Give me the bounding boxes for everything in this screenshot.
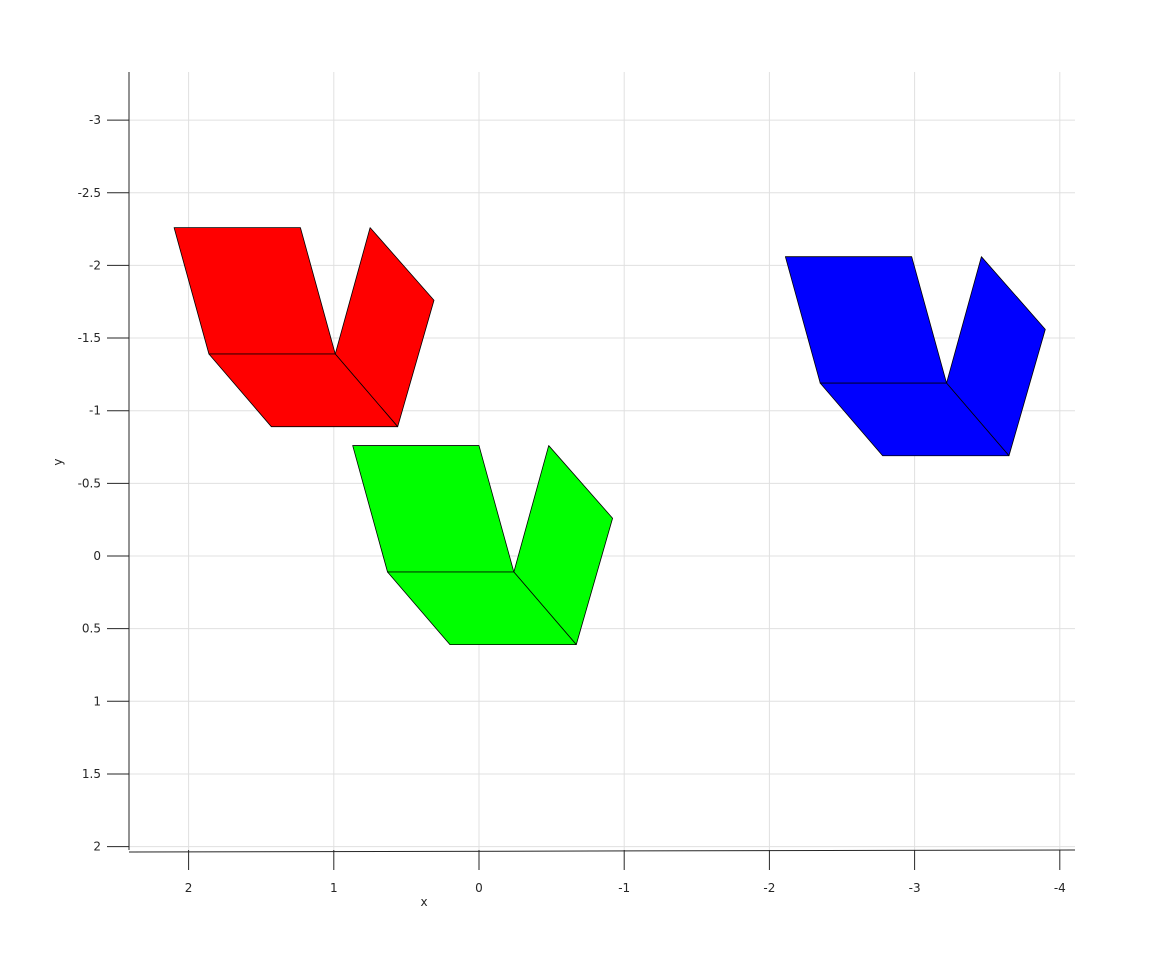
y-tick-label: 2 xyxy=(93,840,101,854)
axes xyxy=(128,72,1076,853)
y-ticks: -3 -2.5 -2 -1.5 -1 -0.5 0 0.5 1 1.5 2 xyxy=(78,113,129,854)
x-axis-line xyxy=(128,849,1076,853)
green-cube-front-face xyxy=(352,445,515,573)
green-cube-bottom-face xyxy=(387,571,577,646)
x-ticks: 2 1 0 -1 -2 -3 -4 xyxy=(185,850,1066,895)
green-cube xyxy=(352,445,613,646)
blue-cube xyxy=(784,256,1046,457)
red-cube-front-face xyxy=(173,227,336,355)
x-tick-label: -4 xyxy=(1054,881,1066,895)
x-tick-label: -1 xyxy=(618,881,630,895)
x-tick-label: 1 xyxy=(330,881,338,895)
x-tick-label: 2 xyxy=(185,881,193,895)
y-tick-label: 1 xyxy=(93,694,101,708)
x-tick-label: 0 xyxy=(475,881,483,895)
y-tick-label: 0 xyxy=(93,549,101,563)
cubes xyxy=(173,227,1046,646)
y-tick-label: -1.5 xyxy=(78,331,101,345)
red-cube xyxy=(173,227,435,428)
blue-cube-bottom-face xyxy=(819,382,1010,457)
y-axis-label: y xyxy=(51,458,65,465)
x-tick-label: -2 xyxy=(763,881,775,895)
x-tick-label: -3 xyxy=(909,881,921,895)
y-tick-label: -0.5 xyxy=(78,476,101,490)
y-tick-label: 0.5 xyxy=(82,622,101,636)
y-tick-label: -2.5 xyxy=(78,186,101,200)
grid xyxy=(129,72,1075,850)
y-tick-label: -3 xyxy=(89,113,101,127)
x-axis-label: x xyxy=(420,895,427,909)
red-cube-bottom-face xyxy=(208,353,399,428)
y-tick-label: 1.5 xyxy=(82,767,101,781)
y-tick-label: -1 xyxy=(89,404,101,418)
blue-cube-front-face xyxy=(784,256,947,384)
y-tick-label: -2 xyxy=(89,258,101,272)
